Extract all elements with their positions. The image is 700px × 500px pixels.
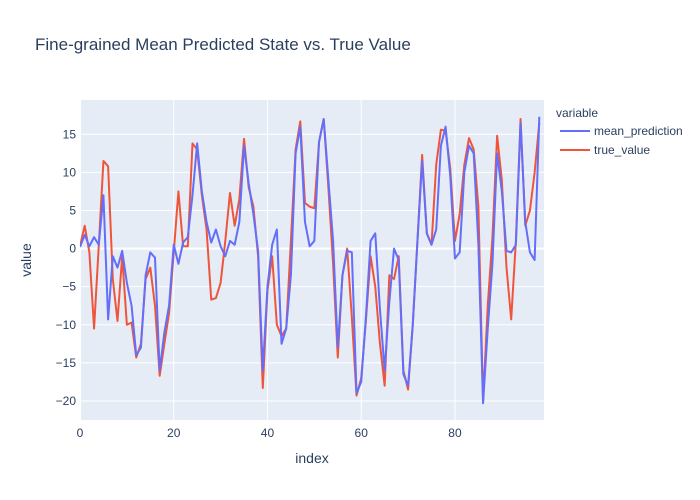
x-tick-label: 0 [77, 426, 84, 440]
y-tick-label: −20 [56, 394, 77, 408]
legend[interactable]: variable mean_prediction true_value [556, 106, 683, 157]
y-axis-ticks: −20 −15 −10 −5 0 5 10 15 [56, 127, 77, 408]
y-tick-label: −15 [56, 356, 77, 370]
y-tick-label: 5 [69, 203, 76, 217]
x-axis-title: index [295, 450, 328, 466]
y-tick-label: 15 [63, 127, 77, 141]
x-tick-label: 40 [261, 426, 275, 440]
y-tick-label: −10 [56, 318, 77, 332]
series-group [80, 116, 541, 405]
x-tick-label: 80 [448, 426, 462, 440]
series-line-mean-prediction[interactable] [80, 116, 541, 405]
y-tick-label: −5 [62, 280, 76, 294]
series-line-true-value[interactable] [80, 118, 541, 402]
legend-item-mean-prediction[interactable]: mean_prediction [560, 124, 683, 138]
legend-label-mean-prediction: mean_prediction [594, 124, 683, 138]
legend-title: variable [556, 106, 598, 120]
chart-title: Fine-grained Mean Predicted State vs. Tr… [35, 35, 411, 54]
y-tick-label: 10 [63, 165, 77, 179]
x-tick-label: 20 [167, 426, 181, 440]
y-tick-label: 0 [69, 242, 76, 256]
legend-label-true-value: true_value [594, 143, 650, 157]
x-axis-ticks: 0 20 40 60 80 [77, 426, 462, 440]
x-tick-label: 60 [355, 426, 369, 440]
y-axis-title: value [18, 243, 34, 277]
legend-item-true-value[interactable]: true_value [560, 143, 650, 157]
